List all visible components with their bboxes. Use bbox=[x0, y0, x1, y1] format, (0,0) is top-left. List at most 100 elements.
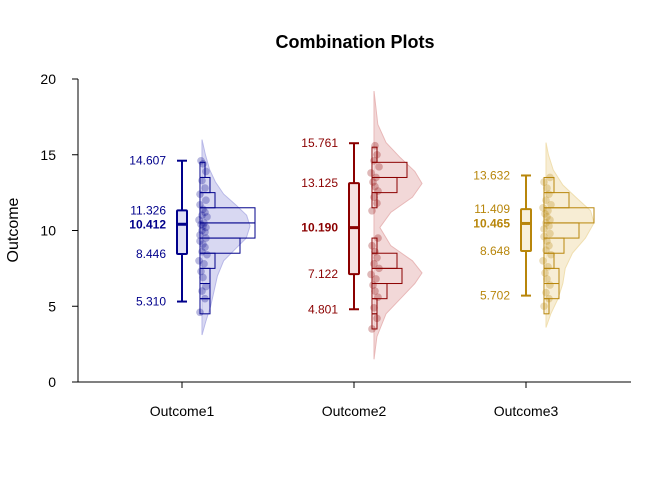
data-point bbox=[543, 184, 551, 192]
data-point bbox=[373, 314, 381, 323]
data-point bbox=[198, 176, 206, 185]
data-point bbox=[203, 250, 211, 259]
x-axis: Outcome1 Outcome2 Outcome3 bbox=[78, 381, 631, 419]
data-point bbox=[542, 246, 550, 254]
stat-label-q1: 8.648 bbox=[480, 244, 510, 258]
stat-label-max: 13.632 bbox=[473, 168, 510, 182]
data-point bbox=[199, 222, 207, 230]
stat-label-q1: 8.446 bbox=[136, 247, 166, 261]
stat-label-max: 14.607 bbox=[129, 154, 166, 168]
data-point bbox=[540, 302, 548, 311]
data-point bbox=[196, 237, 204, 245]
data-point bbox=[546, 216, 554, 224]
data-point bbox=[196, 308, 204, 317]
data-point bbox=[546, 229, 554, 238]
data-point bbox=[199, 160, 207, 168]
data-point bbox=[367, 270, 375, 279]
data-point bbox=[370, 157, 378, 165]
data-point bbox=[539, 257, 547, 265]
stat-label-median: 10.412 bbox=[129, 217, 166, 231]
data-point bbox=[371, 141, 379, 150]
data-point bbox=[375, 163, 383, 171]
data-point bbox=[196, 190, 204, 198]
data-point bbox=[543, 275, 551, 283]
histogram-bar bbox=[199, 161, 206, 178]
data-point bbox=[367, 169, 375, 177]
data-point bbox=[544, 263, 552, 271]
data-point bbox=[197, 220, 205, 229]
data-point bbox=[200, 219, 208, 227]
data-point bbox=[198, 211, 206, 220]
data-point bbox=[201, 228, 209, 236]
y-tick-label: 5 bbox=[48, 298, 56, 314]
y-axis-label: Outcome bbox=[5, 197, 22, 262]
y-tick-label: 15 bbox=[40, 147, 56, 163]
data-point bbox=[198, 247, 206, 256]
data-point bbox=[546, 281, 554, 289]
stat-label-min: 4.801 bbox=[308, 302, 338, 316]
data-point bbox=[200, 260, 208, 268]
data-point bbox=[373, 253, 381, 262]
data-point bbox=[370, 303, 378, 312]
data-point bbox=[201, 294, 209, 303]
data-point bbox=[540, 178, 548, 186]
density-violin bbox=[373, 91, 423, 360]
y-tick-label: 0 bbox=[48, 374, 56, 390]
chart-title: Combination Plots bbox=[276, 32, 435, 52]
data-point bbox=[545, 222, 553, 230]
data-point bbox=[199, 273, 207, 282]
data-point bbox=[546, 173, 554, 182]
stat-label-q3: 11.409 bbox=[474, 202, 510, 216]
stat-label-min: 5.310 bbox=[136, 295, 166, 309]
data-point bbox=[372, 275, 380, 283]
data-point bbox=[202, 167, 210, 176]
data-point bbox=[202, 196, 210, 204]
box-iqr bbox=[176, 209, 188, 256]
data-point bbox=[544, 207, 552, 215]
data-point bbox=[202, 223, 210, 232]
data-point bbox=[541, 269, 549, 277]
data-point bbox=[540, 232, 548, 241]
stat-label-q3: 11.326 bbox=[130, 203, 166, 217]
data-point bbox=[370, 193, 378, 201]
data-point bbox=[199, 205, 207, 214]
data-point bbox=[545, 294, 553, 303]
data-point bbox=[371, 247, 379, 256]
data-point bbox=[375, 264, 383, 273]
data-point bbox=[202, 234, 210, 242]
stat-label-q3: 13.125 bbox=[301, 176, 338, 190]
data-point bbox=[369, 281, 377, 289]
histogram-bar bbox=[371, 252, 398, 269]
stat-label-max: 15.761 bbox=[301, 136, 338, 150]
data-point bbox=[543, 237, 551, 245]
histogram-bar bbox=[199, 207, 256, 224]
data-point bbox=[547, 250, 555, 259]
data-point bbox=[201, 184, 209, 192]
x-tick-label: Outcome2 bbox=[322, 403, 387, 419]
data-point bbox=[197, 157, 205, 165]
stat-label-min: 5.702 bbox=[480, 289, 510, 303]
data-point bbox=[374, 187, 382, 195]
data-point bbox=[373, 199, 381, 208]
data-point bbox=[203, 213, 211, 221]
stat-label-median: 10.465 bbox=[473, 216, 510, 230]
data-point bbox=[542, 288, 550, 297]
histogram-bar bbox=[543, 192, 570, 209]
y-axis: 0 5 10 15 20 bbox=[40, 71, 79, 390]
data-point bbox=[196, 231, 204, 239]
data-point bbox=[374, 234, 382, 242]
data-point bbox=[368, 325, 376, 333]
box-iqr bbox=[520, 208, 532, 252]
data-point bbox=[371, 287, 379, 295]
data-point bbox=[545, 241, 553, 250]
data-point bbox=[545, 190, 553, 198]
data-point bbox=[201, 243, 209, 251]
data-point bbox=[540, 225, 548, 233]
y-tick-label: 20 bbox=[40, 71, 56, 87]
data-point bbox=[542, 219, 550, 227]
x-tick-label: Outcome3 bbox=[494, 403, 559, 419]
data-point bbox=[541, 210, 549, 218]
